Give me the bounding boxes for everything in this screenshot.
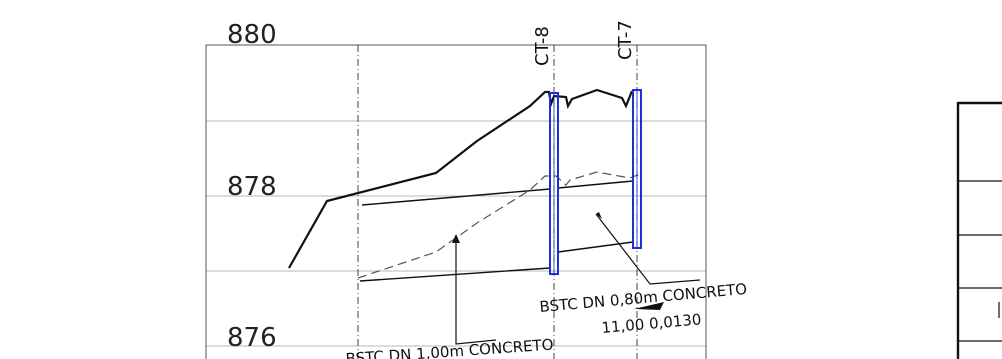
station-label-ct8: CT-8 [532, 26, 553, 66]
terrain-profile [288, 88, 634, 269]
pipe-a-label: BSTC DN 0,80m CONCRETO [539, 280, 748, 316]
elevation-label-876: 876 [227, 323, 277, 353]
pipe-b-top [557, 180, 634, 189]
structures [549, 89, 642, 275]
leader-pipe-a [595, 213, 701, 285]
title-block [956, 101, 1002, 359]
pipe-lines [359, 180, 634, 282]
slope-arrowhead [634, 302, 664, 310]
leaders [455, 213, 701, 345]
pipe-a-top [361, 188, 551, 206]
pipe-b-label: BSTC DN 1,00m CONCRETO [345, 336, 554, 359]
leader-arrow-a [596, 212, 602, 219]
leader-arrow-b [452, 234, 460, 243]
pipe-a-bottom [359, 267, 551, 282]
station-label-ct7: CT-7 [615, 20, 636, 60]
design-profile [357, 171, 641, 279]
elevation-label-880: 880 [227, 20, 277, 50]
pipe-a-slope-label: 11,00 0,0130 [601, 310, 702, 337]
leader-pipe-b [455, 236, 497, 345]
elevation-label-878: 878 [227, 172, 277, 202]
grid [205, 44, 707, 359]
pipe-b-bottom [557, 241, 634, 253]
